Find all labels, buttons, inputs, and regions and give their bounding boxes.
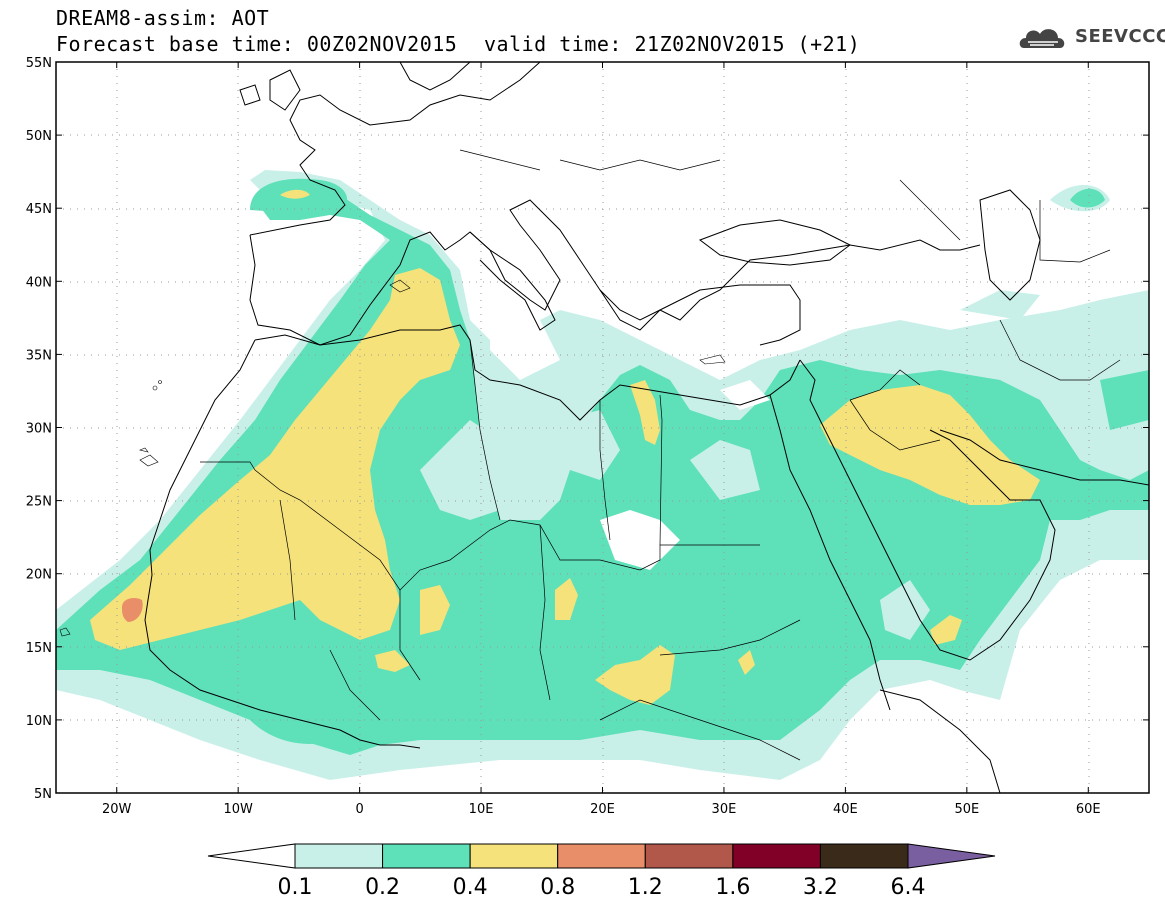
colorbar-label: 1.2	[628, 875, 663, 900]
cloud-icon	[1019, 29, 1065, 48]
colorbar-swatch	[644, 843, 734, 869]
colorbar-swatch	[382, 843, 471, 869]
map-title: DREAM8-assim: AOT	[56, 6, 270, 30]
colorbar-arrow-high	[907, 843, 996, 869]
forecast-base-time: Forecast base time: 00Z02NOV2015	[56, 32, 458, 56]
aot-contour-0.8	[122, 598, 143, 622]
lat-label: 55N	[26, 56, 52, 71]
colorbar-swatch	[469, 843, 559, 869]
lat-label: 50N	[26, 129, 52, 144]
aot-contour-clear	[490, 300, 770, 570]
lon-label: 20W	[102, 802, 132, 817]
lon-label: 40E	[833, 802, 858, 817]
valid-time: valid time: 21Z02NOV2015 (+21)	[484, 32, 861, 56]
latitude-ticks: 55N 50N 45N 40N 35N 30N 25N 20N 15N 10N 5N	[26, 56, 1149, 802]
islands	[59, 279, 726, 637]
colorbar-label: 1.6	[715, 875, 750, 900]
lon-label: 50E	[954, 802, 979, 817]
lat-label: 5N	[34, 787, 52, 802]
colorbar-swatch	[819, 843, 909, 869]
longitude-ticks: 20W 10W 0 10E 20E 30E 40E 50E 60E	[102, 62, 1101, 817]
lat-label: 20N	[26, 568, 52, 583]
coastlines	[144, 62, 1149, 793]
lon-label: 60E	[1076, 802, 1101, 817]
colorbar-label: 0.2	[365, 875, 400, 900]
colorbar-arrow-low	[207, 843, 296, 869]
aot-contour-0.1-holes	[420, 410, 930, 640]
lat-label: 30N	[26, 422, 52, 437]
colorbar-label: 0.8	[540, 875, 575, 900]
lon-label: 30E	[712, 802, 737, 817]
lon-label: 20E	[590, 802, 615, 817]
country-borders	[200, 149, 1121, 761]
colorbar-label: 0.1	[278, 875, 313, 900]
colorbar-label: 6.4	[891, 875, 926, 900]
colorbar-swatch	[557, 843, 646, 869]
lat-label: 10N	[26, 714, 52, 729]
colorbar-label: 0.4	[453, 875, 488, 900]
lon-label: 0	[355, 802, 363, 817]
grid-lines	[56, 62, 1149, 793]
colorbar-swatch	[732, 843, 821, 869]
colorbar-swatch	[294, 843, 384, 869]
lat-label: 35N	[26, 348, 52, 363]
lat-label: 15N	[26, 641, 52, 656]
lat-label: 40N	[26, 275, 52, 290]
logo-text: SEEVCCC	[1075, 26, 1165, 47]
lon-label: 10E	[469, 802, 494, 817]
lat-label: 45N	[26, 202, 52, 217]
lat-label: 25N	[26, 495, 52, 510]
lon-label: 10W	[223, 802, 253, 817]
colorbar-label: 3.2	[803, 875, 838, 900]
